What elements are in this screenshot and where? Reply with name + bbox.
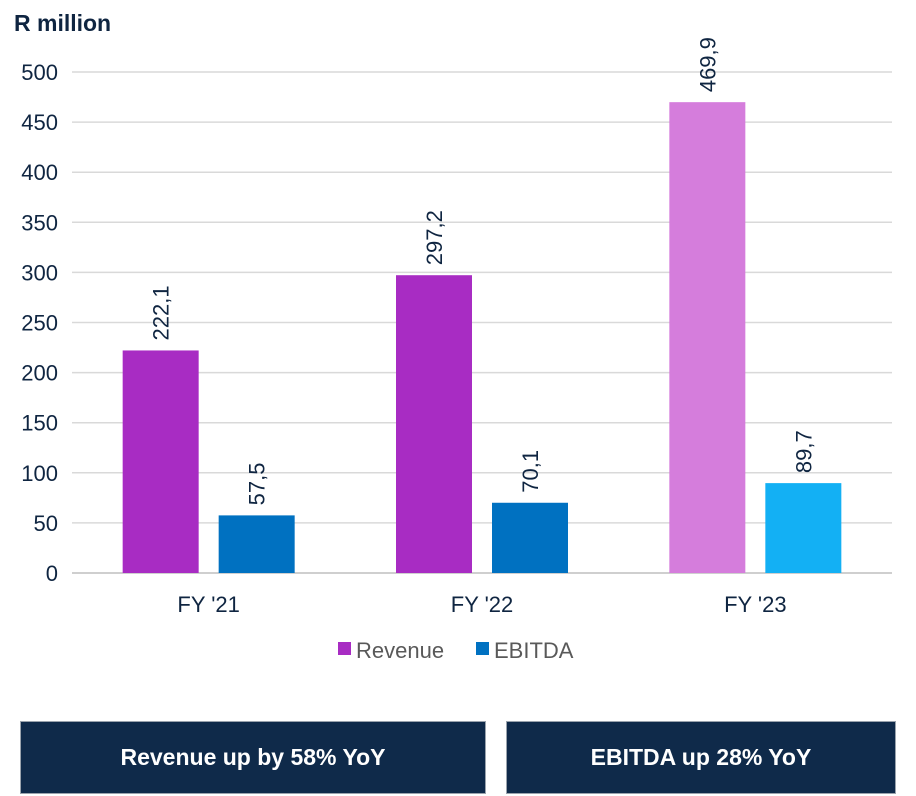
legend-label-ebitda: EBITDA xyxy=(494,638,574,663)
bar-ebitda-2 xyxy=(492,502,568,573)
legend-swatch-revenue xyxy=(338,642,351,655)
y-tick-label-250: 250 xyxy=(21,311,58,336)
ebitda-growth-callout: EBITDA up 28% YoY xyxy=(506,721,896,794)
y-tick-label-100: 100 xyxy=(21,461,58,486)
revenue-ebitda-bar-chart: 0 50 100 150 200 250 300 350 400 450 500 222,1 57,5 F… xyxy=(21,37,892,663)
data-label-ebitda-2: 70,1 xyxy=(518,450,543,493)
data-label-revenue-3: 469,9 xyxy=(695,37,720,92)
y-tick-label-200: 200 xyxy=(21,361,58,386)
revenue-growth-callout: Revenue up by 58% YoY xyxy=(20,721,486,794)
x-tick-label-1: FY '21 xyxy=(177,592,240,617)
y-tick-label-500: 500 xyxy=(21,60,58,85)
y-axis-unit-label: R million xyxy=(14,10,112,36)
data-label-ebitda-3: 89,7 xyxy=(791,430,816,473)
x-tick-label-3: FY '23 xyxy=(724,592,787,617)
y-tick-label-350: 350 xyxy=(21,210,58,235)
y-tick-label-0: 0 xyxy=(46,561,58,586)
legend-swatch-ebitda xyxy=(476,642,489,655)
legend-label-revenue: Revenue xyxy=(356,638,444,663)
bar-ebitda-1 xyxy=(218,515,295,573)
data-label-ebitda-1: 57,5 xyxy=(245,463,270,506)
bar-revenue-2 xyxy=(396,275,472,573)
y-tick-label-400: 400 xyxy=(21,160,58,185)
data-label-revenue-2: 297,2 xyxy=(422,210,447,265)
bar-revenue-3 xyxy=(669,102,746,573)
y-tick-label-450: 450 xyxy=(21,110,58,135)
y-tick-label-150: 150 xyxy=(21,411,58,436)
data-label-revenue-1: 222,1 xyxy=(149,285,174,340)
bar-revenue-1 xyxy=(122,350,199,573)
y-tick-label-50: 50 xyxy=(34,511,58,536)
y-tick-label-300: 300 xyxy=(21,260,58,285)
bar-ebitda-3 xyxy=(765,483,842,573)
x-tick-label-2: FY '22 xyxy=(451,592,514,617)
